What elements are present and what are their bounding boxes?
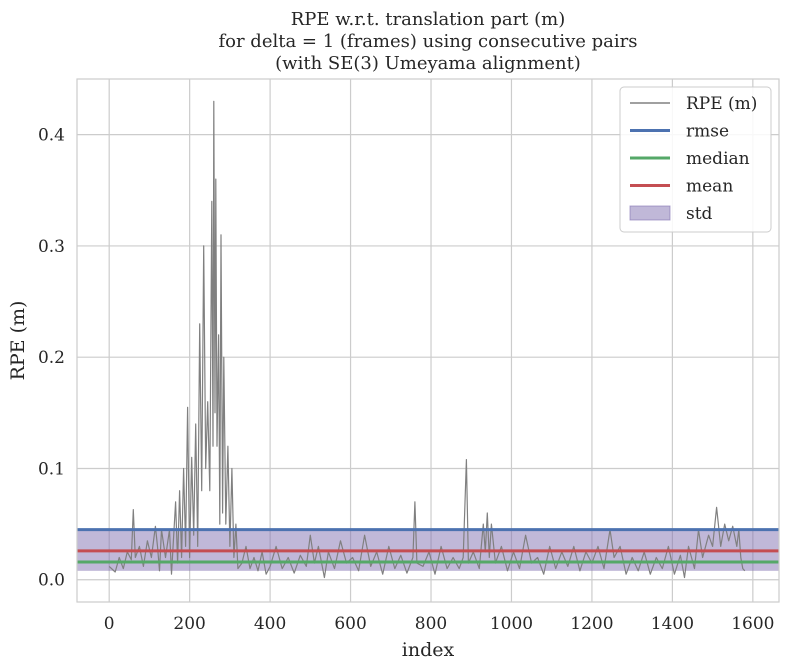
y-tick-label: 0.3 bbox=[38, 237, 65, 257]
legend-box bbox=[619, 86, 772, 233]
y-tick-label: 0.0 bbox=[38, 571, 65, 591]
y-tick-label: 0.2 bbox=[38, 348, 65, 368]
rpe-series bbox=[108, 100, 746, 579]
legend-label: std bbox=[686, 204, 713, 224]
y-tick-label: 0.4 bbox=[38, 126, 65, 146]
legend-label: mean bbox=[686, 177, 733, 197]
x-tick-label: 0 bbox=[104, 614, 115, 634]
chart-title-line: (with SE(3) Umeyama alignment) bbox=[275, 53, 581, 74]
legend-label: median bbox=[686, 149, 750, 169]
chart-title-line: RPE w.r.t. translation part (m) bbox=[291, 9, 566, 30]
chart-title: RPE w.r.t. translation part (m)for delta… bbox=[218, 9, 637, 74]
x-tick-label: 400 bbox=[254, 614, 286, 634]
x-tick-label: 1400 bbox=[651, 614, 694, 634]
legend-swatch-std bbox=[629, 205, 671, 221]
y-tick-labels: 0.0 0.1 0.2 0.3 0.4 bbox=[38, 126, 65, 591]
x-axis-label: index bbox=[402, 639, 455, 661]
x-tick-label: 200 bbox=[173, 614, 205, 634]
x-tick-label: 800 bbox=[415, 614, 447, 634]
x-tick-labels: 0 200 400 600 800 1000 1200 1400 1600 bbox=[104, 614, 775, 634]
x-tick-label: 600 bbox=[334, 614, 366, 634]
x-tick-label: 1000 bbox=[490, 614, 533, 634]
y-tick-label: 0.1 bbox=[38, 459, 65, 479]
plot-frame bbox=[76, 78, 780, 603]
stat-lines bbox=[77, 528, 779, 564]
legend-label: RPE (m) bbox=[686, 94, 757, 114]
y-axis-label: RPE (m) bbox=[7, 301, 29, 381]
legend-label: rmse bbox=[686, 122, 729, 142]
legend: RPE (m) rmse median mean std bbox=[619, 86, 772, 233]
x-tick-label: 1600 bbox=[731, 614, 774, 634]
x-tick-label: 1200 bbox=[570, 614, 613, 634]
rpe-line bbox=[108, 100, 746, 579]
chart-title-line: for delta = 1 (frames) using consecutive… bbox=[218, 31, 637, 52]
